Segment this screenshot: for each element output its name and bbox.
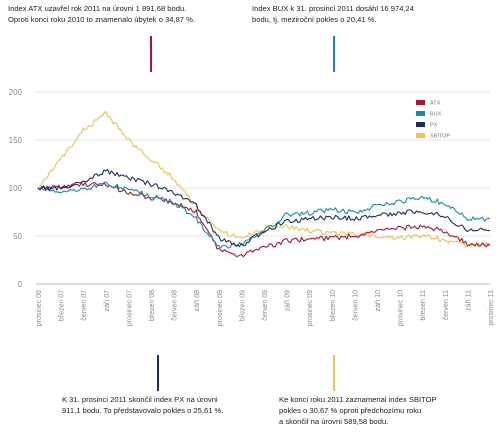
legend-label-px: PX [430, 123, 438, 129]
x-tick-label: červen 11 [443, 290, 450, 320]
x-axis-ticks: prosinec 06 březen 07 červen 07 září 07 pros… [36, 290, 495, 326]
x-tick-label: prosinec 07 [126, 290, 133, 326]
series-line-atx [37, 181, 491, 258]
legend-swatch-atx [416, 100, 425, 105]
x-tick-label: červen 10 [352, 290, 359, 321]
x-tick-label: červen 09 [262, 290, 269, 321]
bux-annotation-line-1: Index BUX k 31. prosinci 2011 dosáhl 16 … [252, 4, 414, 13]
px-annotation-line-2: 911,1 bodu. To představovalo pokles o 25… [62, 406, 224, 415]
sbitop-marker-line [333, 355, 335, 391]
atx-marker-line [150, 36, 152, 72]
x-tick-label: prosinec 06 [36, 290, 43, 326]
y-tick-label: 200 [9, 88, 23, 97]
y-tick-label: 150 [9, 136, 23, 145]
atx-annotation-line-1: Index ATX uzavřel rok 2011 na úrovni 1 8… [8, 4, 187, 13]
px-annotation: K 31. prosinci 2011 skončil index PX na … [62, 394, 223, 416]
legend-label-atx: ATX [430, 101, 441, 107]
x-tick-label: červen 08 [172, 290, 179, 321]
legend-swatch-sbitop [416, 133, 425, 138]
legend-swatch-bux [416, 111, 425, 116]
x-tick-label: září 07 [104, 290, 111, 312]
x-tick-label: březen 07 [59, 290, 66, 321]
x-tick-label: prosinec 11 [488, 290, 495, 326]
y-tick-label: 0 [18, 280, 23, 289]
bux-marker-line [333, 36, 335, 72]
y-axis-ticks: 0 50 100 150 200 [9, 88, 23, 289]
bux-annotation-line-2: bodu, tj. meziroční pokles o 20,41 %. [252, 15, 377, 24]
bux-annotation: Index BUX k 31. prosinci 2011 dosáhl 16 … [252, 3, 414, 25]
x-tick-label: březen 10 [330, 290, 337, 321]
y-tick-label: 100 [9, 184, 23, 193]
y-tick-label: 50 [13, 232, 22, 241]
x-tick-label: září 08 [194, 290, 201, 312]
px-annotation-line-1: K 31. prosinci 2011 skončil index PX na … [62, 395, 218, 404]
sbitop-annotation: Ke konci roku 2011 zaznamenal index SBIT… [279, 394, 437, 427]
gridlines [36, 91, 490, 285]
legend-label-bux: BUX [430, 112, 442, 118]
x-tick-label: prosinec 08 [217, 290, 224, 326]
series-lines [37, 110, 491, 258]
x-tick-label: září 10 [375, 290, 382, 312]
x-tick-label: březen 08 [149, 290, 156, 321]
series-line-px [37, 168, 491, 248]
sbitop-annotation-line-3: a skončil na úrovni 589,58 bodu. [279, 417, 389, 426]
px-marker-line [157, 355, 159, 391]
x-tick-label: červen 07 [81, 290, 88, 321]
x-tick-label: prosinec 09 [307, 290, 314, 326]
x-tick-label: prosinec 10 [398, 290, 405, 326]
legend-label-sbitop: SBITOP [430, 134, 450, 140]
atx-annotation: Index ATX uzavřel rok 2011 na úrovni 1 8… [8, 3, 195, 25]
sbitop-annotation-line-1: Ke konci roku 2011 zaznamenal index SBIT… [279, 395, 437, 404]
sbitop-annotation-line-2: pokles o 30,67 % oproti předchozímu roku [279, 406, 422, 415]
legend-swatch-px [416, 122, 425, 127]
atx-annotation-line-2: Oproti konci roku 2010 to znamenalo úbyt… [8, 15, 196, 24]
x-tick-label: září 09 [285, 290, 292, 312]
x-tick-label: březen 09 [239, 290, 246, 321]
x-tick-label: září 11 [465, 290, 472, 311]
legend: ATX BUX PX SBITOP [416, 100, 450, 140]
series-line-bux [37, 181, 491, 249]
x-tick-label: březen 11 [420, 290, 427, 321]
